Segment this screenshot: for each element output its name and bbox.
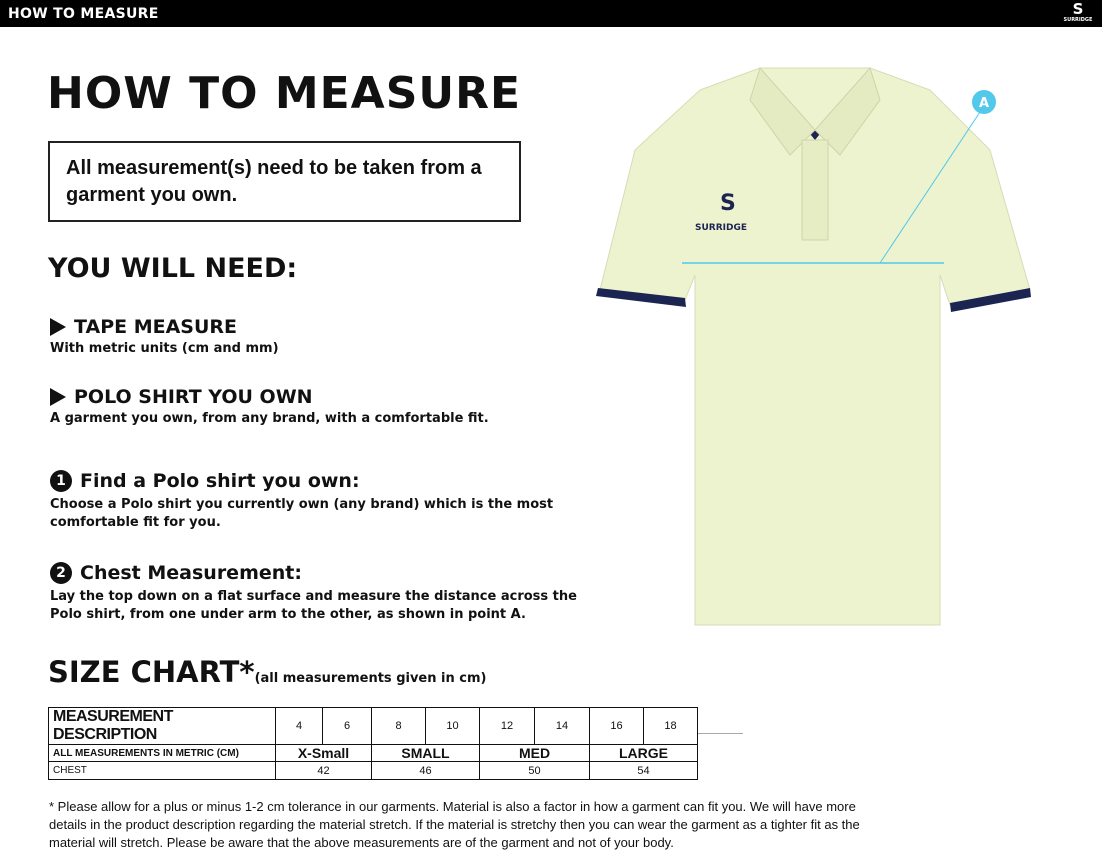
need-polo-shirt: POLO SHIRT YOU OWN A garment you own, fr… [50, 386, 489, 426]
point-a-marker [972, 90, 996, 114]
group-cell: MED [479, 744, 590, 762]
row-label: ALL MEASUREMENTS IN METRIC (CM) [48, 744, 276, 762]
size-cell: 14 [534, 707, 590, 745]
point-a-label: A [979, 96, 989, 111]
step-number-icon: 2 [50, 562, 72, 584]
step-title: Find a Polo shirt you own: [80, 470, 360, 492]
size-cell: 8 [371, 707, 426, 745]
shirt-logo: S [720, 191, 736, 216]
row-label: MEASUREMENT DESCRIPTION [48, 707, 276, 745]
size-chart-title: SIZE CHART*(all measurements given in cm… [48, 655, 486, 689]
chest-cell: 42 [275, 761, 372, 780]
notice-box: All measurement(s) need to be taken from… [48, 141, 521, 222]
size-cell: 12 [479, 707, 535, 745]
chest-cell: 50 [479, 761, 590, 780]
row-label: CHEST [48, 761, 276, 780]
group-cell: SMALL [371, 744, 480, 762]
step-desc: Lay the top down on a flat surface and m… [50, 589, 577, 622]
step-2: 2 Chest Measurement: Lay the top down on … [50, 562, 580, 624]
need-title-text: POLO SHIRT YOU OWN [74, 386, 313, 408]
need-tape-measure: TAPE MEASURE With metric units (cm and m… [50, 316, 279, 356]
chest-cell: 54 [589, 761, 698, 780]
play-triangle-icon [50, 318, 66, 336]
surridge-logo: S SURRIDGE [1063, 0, 1093, 24]
footnote: * Please allow for a plus or minus 1-2 c… [49, 799, 860, 850]
size-cell: 4 [275, 707, 323, 745]
step-1: 1 Find a Polo shirt you own: Choose a Pol… [50, 470, 580, 532]
top-bar: HOW TO MEASURE S SURRIDGE [0, 0, 1102, 27]
divider [698, 733, 743, 734]
step-title: Chest Measurement: [80, 562, 302, 584]
need-desc: A garment you own, from any brand, with … [50, 411, 489, 426]
group-cell: X-Small [275, 744, 372, 762]
table-row: ALL MEASUREMENTS IN METRIC (CM) X-Small … [48, 744, 698, 762]
size-cell: 16 [589, 707, 644, 745]
table-row: CHEST 42 46 50 54 [48, 761, 698, 780]
page-title: HOW TO MEASURE [47, 68, 522, 119]
chest-cell: 46 [371, 761, 480, 780]
size-chart-subtitle: (all measurements given in cm) [254, 671, 487, 686]
size-chart-table: MEASUREMENT DESCRIPTION 4 6 8 10 12 14 1… [48, 707, 698, 780]
size-chart-heading: SIZE CHART* [48, 655, 255, 689]
play-triangle-icon [50, 388, 66, 406]
pointer-line [879, 111, 981, 264]
size-cell: 10 [425, 707, 480, 745]
svg-text:SURRIDGE: SURRIDGE [695, 223, 747, 233]
size-cell: 6 [322, 707, 372, 745]
table-row: MEASUREMENT DESCRIPTION 4 6 8 10 12 14 1… [48, 707, 698, 745]
size-cell: 18 [643, 707, 698, 745]
group-cell: LARGE [589, 744, 698, 762]
step-desc: Choose a Polo shirt you currently own (a… [50, 497, 554, 530]
header-title: HOW TO MEASURE [8, 6, 159, 22]
need-title-text: TAPE MEASURE [74, 316, 238, 338]
need-title: YOU WILL NEED: [48, 253, 298, 284]
step-number-icon: 1 [50, 470, 72, 492]
need-desc: With metric units (cm and mm) [50, 341, 279, 356]
polo-shirt-illustration: S SURRIDGE A [596, 67, 1031, 626]
